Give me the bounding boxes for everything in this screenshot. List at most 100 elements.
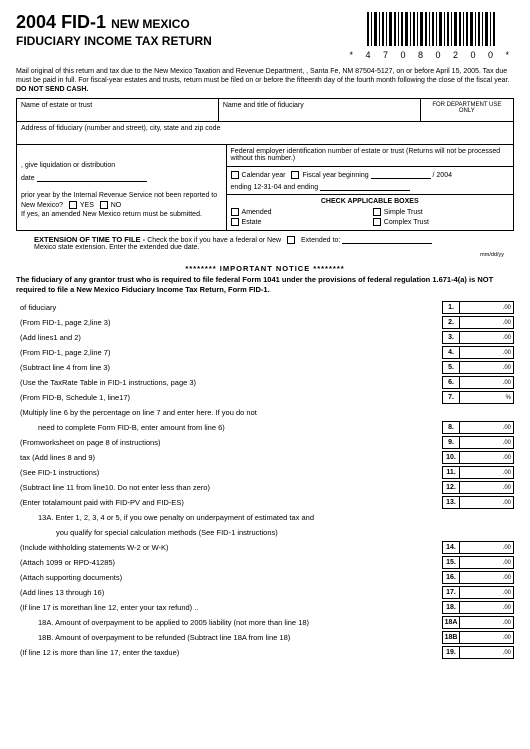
line-number-box: 16. <box>442 571 460 584</box>
line-item: (Multiply line 6 by the percentage on li… <box>16 406 514 420</box>
line-value-box[interactable]: % <box>460 391 514 404</box>
line-value-box[interactable]: .00 <box>460 541 514 554</box>
line-number-box: 5. <box>442 361 460 374</box>
line-value-box[interactable]: .00 <box>460 376 514 389</box>
lines-container: of fiduciary1..00(From FID-1, page 2,lin… <box>16 301 514 660</box>
prior-year-text3: If yes, an amended New Mexico return mus… <box>21 211 202 218</box>
line-description: (Use the TaxRate Table in FID-1 instruct… <box>16 378 438 387</box>
line-description: (Subtract line 4 from line 3) <box>16 363 438 372</box>
line-item: (If line 17 is morethan line 12, enter y… <box>16 601 514 615</box>
line-item: 13A. Enter 1, 2, 3, 4 or 5, if you owe p… <box>16 511 514 525</box>
estate-label: Estate <box>242 219 262 226</box>
line-number-box: 15. <box>442 556 460 569</box>
form-code: FID-1 <box>61 12 106 32</box>
extended-to-input[interactable] <box>342 235 432 244</box>
line-value-box[interactable]: .00 <box>460 466 514 479</box>
line-value-box[interactable]: .00 <box>460 586 514 599</box>
line-item: (From FID-1, page 2,line 7) 4..00 <box>16 346 514 360</box>
line-number-box: 18. <box>442 601 460 614</box>
line-value-box[interactable]: .00 <box>460 361 514 374</box>
no-checkbox[interactable] <box>100 201 108 209</box>
identification-grid: Name of estate or trust Name and title o… <box>16 98 514 231</box>
line-description: (From FID-1, page 2,line 7) <box>16 348 438 357</box>
prior-year-text1: prior year by the Internal Revenue Servi… <box>21 192 217 199</box>
ending-label: ending 12-31-04 and ending <box>231 184 319 191</box>
line-description: (See FID-1 instructions) <box>16 468 438 477</box>
estate-checkbox[interactable] <box>231 218 239 226</box>
ending-input[interactable] <box>320 182 410 191</box>
line-value-box[interactable]: .00 <box>460 571 514 584</box>
line-number-box: 18B <box>442 631 460 644</box>
line-number-box: 9. <box>442 436 460 449</box>
line-number-box: 19. <box>442 646 460 659</box>
important-notice-title: ******** IMPORTANT NOTICE ******** <box>16 264 514 273</box>
line-value-box[interactable]: .00 <box>460 481 514 494</box>
line-item: (If line 12 is more than line 17, enter … <box>16 646 514 660</box>
extension-bold: EXTENSION OF TIME TO FILE - <box>34 235 147 244</box>
line-value-box[interactable]: .00 <box>460 631 514 644</box>
check-boxes-header: CHECK APPLICABLE BOXES <box>231 198 509 205</box>
line-description: (Attach 1099 or RPD-41285) <box>16 558 438 567</box>
line-number-box: 14. <box>442 541 460 554</box>
fiscal-year-checkbox[interactable] <box>291 171 299 179</box>
line-value-box[interactable]: .00 <box>460 496 514 509</box>
line-description: need to complete Form FID-B, enter amoun… <box>16 423 438 432</box>
form-subtitle: FIDUCIARY INCOME TAX RETURN <box>16 35 212 49</box>
date-label: date <box>21 175 35 182</box>
yes-checkbox[interactable] <box>69 201 77 209</box>
state-name: NEW MEXICO <box>111 17 190 31</box>
line-item: (Add lines 13 through 16)17..00 <box>16 586 514 600</box>
line-number-box: 1. <box>442 301 460 314</box>
extension-text1: Check the box if you have a federal or N… <box>147 237 281 244</box>
line-number-box: 8. <box>442 421 460 434</box>
line-number-box: 13. <box>442 496 460 509</box>
fein-label: Federal employer identification number o… <box>227 145 513 167</box>
line-value-box[interactable]: .00 <box>460 421 514 434</box>
line-value-box[interactable]: .00 <box>460 331 514 344</box>
form-header: 2004 FID-1 NEW MEXICO FIDUCIARY INCOME T… <box>16 12 514 60</box>
title-block: 2004 FID-1 NEW MEXICO FIDUCIARY INCOME T… <box>16 12 212 48</box>
line-description: you qualify for special calculation meth… <box>16 528 514 537</box>
line-number-box: 10. <box>442 451 460 464</box>
line-value-box[interactable]: .00 <box>460 436 514 449</box>
line-value-box[interactable]: .00 <box>460 556 514 569</box>
extension-checkbox[interactable] <box>287 236 295 244</box>
line-value-box[interactable]: .00 <box>460 646 514 659</box>
line-item: (Fromworksheet on page 8 of instructions… <box>16 436 514 450</box>
line-description: (Attach supporting documents) <box>16 573 438 582</box>
no-label: NO <box>111 202 122 209</box>
line-description: (From FID-1, page 2,line 3) <box>16 318 438 327</box>
line-item: 18A. Amount of overpayment to be applied… <box>16 616 514 630</box>
line-description: (Fromworksheet on page 8 of instructions… <box>16 438 438 447</box>
simple-trust-checkbox[interactable] <box>373 208 381 216</box>
complex-trust-label: Complex Trust <box>384 219 429 226</box>
line-value-box[interactable]: .00 <box>460 346 514 359</box>
line-item: need to complete Form FID-B, enter amoun… <box>16 421 514 435</box>
name-fiduciary-label: Name and title of fiduciary <box>219 99 421 121</box>
line-description: (Add lines1 and 2) <box>16 333 438 342</box>
line-value-box[interactable]: .00 <box>460 616 514 629</box>
barcode-block: * 4 7 0 8 0 2 0 0 * <box>349 12 514 60</box>
fy-begin-input[interactable] <box>371 170 431 179</box>
line-description: (Subtract line 11 from line10. Do not en… <box>16 483 438 492</box>
line-number-box: 12. <box>442 481 460 494</box>
date-input[interactable] <box>37 173 147 182</box>
line-item: (Enter totalamount paid with FID-PV and … <box>16 496 514 510</box>
line-description: of fiduciary <box>16 303 438 312</box>
mmddyy-label: mm/dd/yy <box>34 252 514 258</box>
line-description: 18B. Amount of overpayment to be refunde… <box>16 633 438 642</box>
amended-checkbox[interactable] <box>231 208 239 216</box>
line-value-box[interactable]: .00 <box>460 451 514 464</box>
line-value-box[interactable]: .00 <box>460 601 514 614</box>
mailing-text: Mail original of this return and tax due… <box>16 68 509 84</box>
calendar-year-checkbox[interactable] <box>231 171 239 179</box>
complex-trust-checkbox[interactable] <box>373 218 381 226</box>
line-number-box: 4. <box>442 346 460 359</box>
line-value-box[interactable]: .00 <box>460 301 514 314</box>
fy-suffix: / 2004 <box>433 172 452 179</box>
new-mexico-label: New Mexico? <box>21 202 63 209</box>
line-value-box[interactable]: .00 <box>460 316 514 329</box>
barcode-number: * 4 7 0 8 0 2 0 0 * <box>349 50 514 60</box>
dept-use-label: FOR DEPARTMENT USE ONLY <box>421 99 513 121</box>
right-info-cell: Federal employer identification number o… <box>227 145 513 230</box>
